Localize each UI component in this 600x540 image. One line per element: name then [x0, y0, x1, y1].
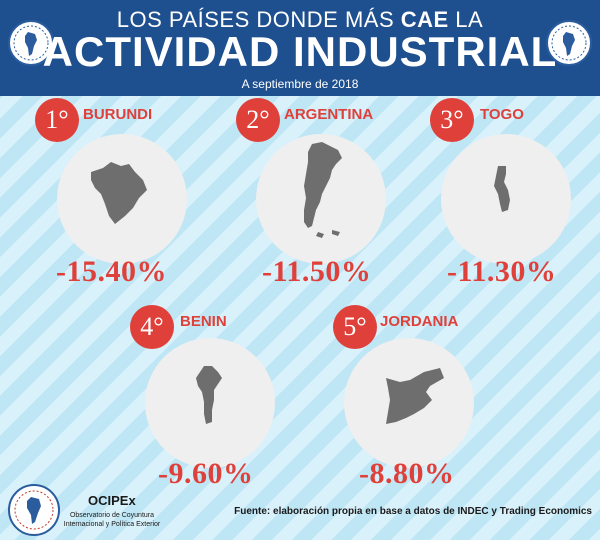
org-description: Observatorio de Coyuntura Internacional … [63, 512, 161, 528]
ocipex-logo-icon [8, 484, 60, 536]
jordan-map-icon [386, 368, 444, 424]
country-name-2: ARGENTINA [284, 106, 374, 123]
date-subtitle: A septiembre de 2018 [241, 77, 359, 91]
seal-logo-left-icon [8, 20, 54, 66]
country-name-1: BURUNDI [83, 106, 153, 123]
country-value-4: -9.60% [158, 457, 254, 490]
country-name-4: BENIN [180, 313, 227, 330]
country-value-2: -11.50% [262, 255, 372, 288]
title-line-1: LOS PAÍSES DONDE MÁS CAE LA [116, 7, 484, 32]
org-name: OCIPEx [88, 493, 136, 508]
country-name-5: JORDANIA [380, 313, 459, 330]
seal-logo-right-icon [546, 20, 592, 66]
argentina-map-icon [304, 142, 342, 238]
rank-badge-5: 5° [333, 305, 377, 349]
country-value-5: -8.80% [359, 457, 455, 490]
togo-map-icon [494, 166, 510, 212]
rank-badge-4: 4° [130, 305, 174, 349]
country-value-1: -15.40% [56, 255, 167, 288]
country-name-3: TOGO [480, 106, 524, 123]
benin-map-icon [196, 366, 222, 424]
source-note: Fuente: elaboración propia en base a dat… [234, 506, 592, 517]
header-banner: LOS PAÍSES DONDE MÁS CAE LA ACTIVIDAD IN… [0, 0, 600, 96]
rank-badge-1: 1° [35, 98, 79, 142]
country-value-3: -11.30% [447, 255, 557, 288]
rank-badge-3: 3° [430, 98, 474, 142]
title-line-2: ACTIVIDAD INDUSTRIAL [42, 28, 558, 75]
burundi-map-icon [91, 162, 147, 224]
rank-badge-2: 2° [236, 98, 280, 142]
